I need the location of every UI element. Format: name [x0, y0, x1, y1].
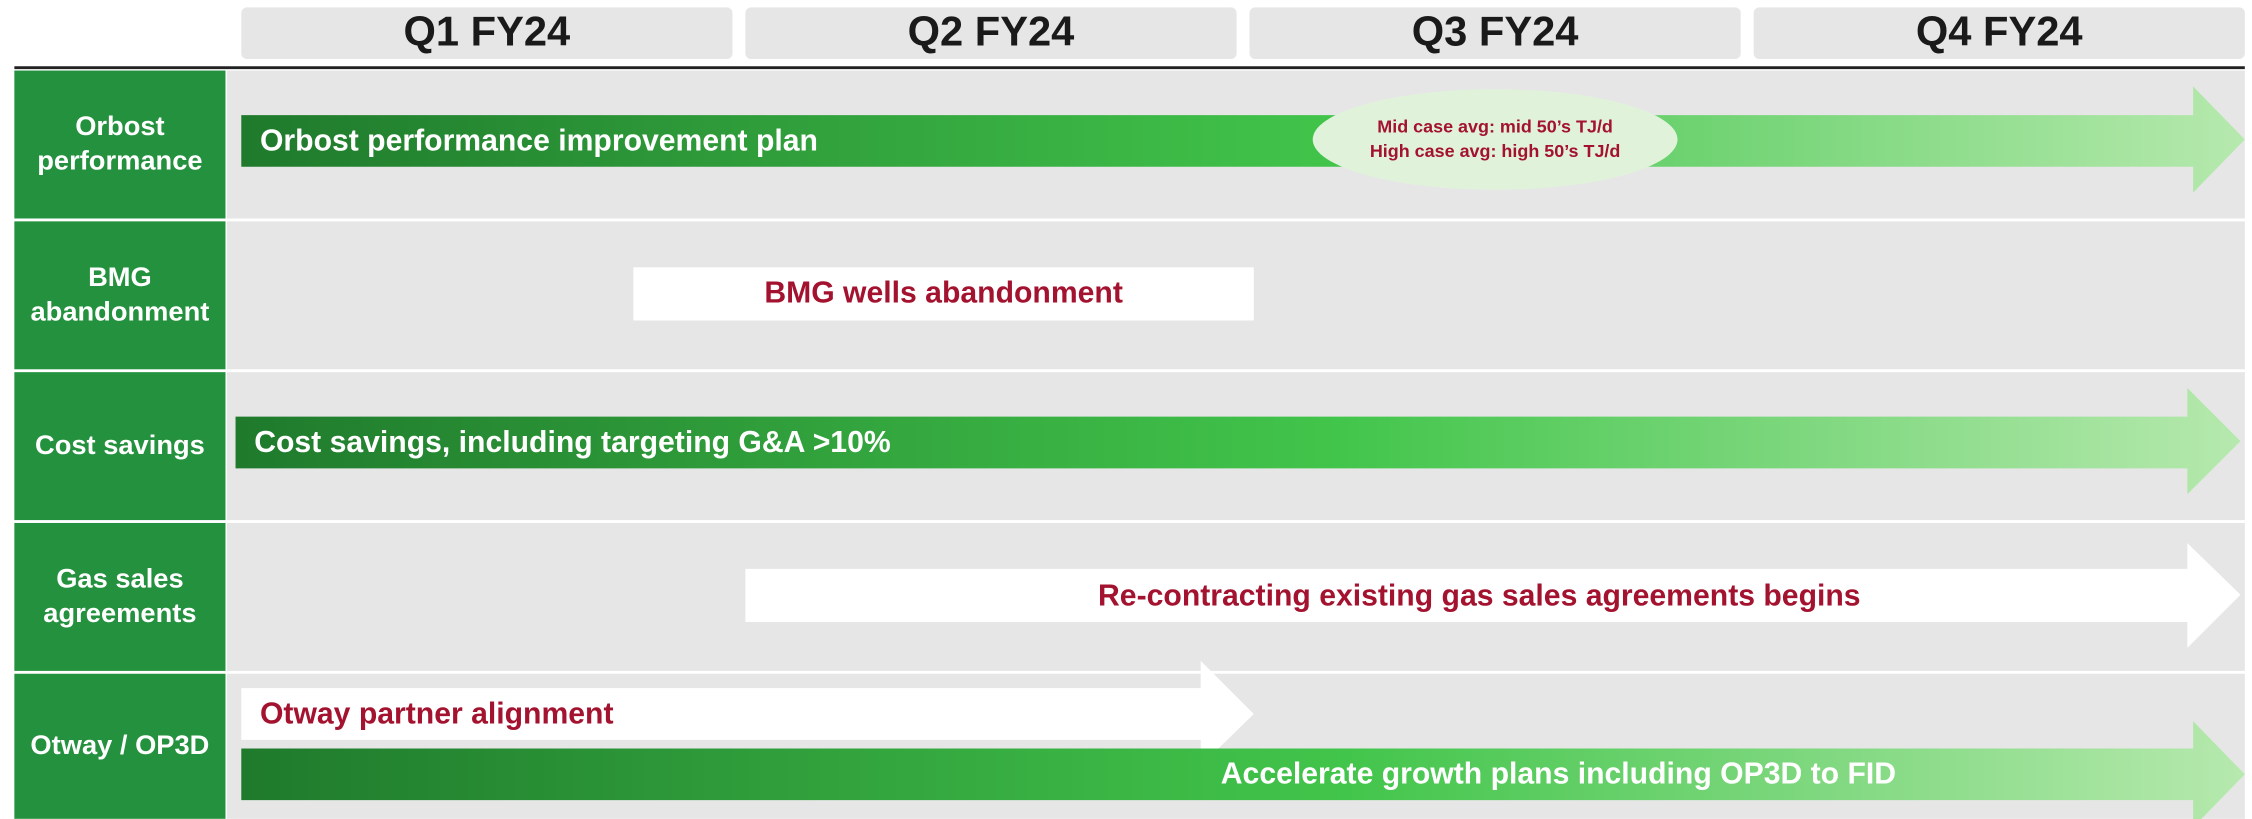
row-label-box — [14, 372, 226, 521]
row-label: BMG abandonment — [30, 262, 210, 327]
bar-text: Accelerate growth plans including OP3D t… — [1221, 758, 1896, 791]
arrow — [241, 86, 2245, 193]
row-label: Cost savings — [34, 430, 205, 461]
quarter-box — [1753, 7, 2245, 60]
quarter-box — [745, 7, 1237, 60]
row-label-text: Otway / OP3D — [30, 730, 210, 761]
quarter-box — [1249, 7, 1741, 60]
bar-text: Cost savings, including targeting G&A >1… — [254, 426, 891, 459]
arrow — [745, 543, 2241, 648]
quarter-label: Q2 FY24 — [908, 8, 1075, 55]
bar — [633, 267, 1254, 321]
row-label-text: Cost savings — [34, 430, 205, 461]
row-label-box — [14, 70, 226, 219]
annotation-bubble — [1312, 89, 1678, 190]
bar-text: Orbost performance improvement plan — [260, 124, 818, 157]
row-label: Gas sales agreements — [43, 563, 197, 629]
arrow — [235, 387, 2241, 495]
bar-text: Otway partner alignment — [260, 697, 614, 730]
annotation: High case avg: high 50’s TJ/d — [1370, 141, 1621, 161]
row-label: Otway / OP3D — [30, 730, 210, 761]
row-label-text: Orbost performance — [37, 111, 203, 177]
row-label-text: Gas sales agreements — [43, 563, 197, 629]
bar-text: BMG wells abandonment — [764, 277, 1123, 310]
quarter-box — [241, 7, 733, 60]
arrow — [241, 660, 1254, 766]
row-label-box — [14, 522, 226, 671]
row-label-box — [14, 673, 226, 819]
quarter-label: Q4 FY24 — [1916, 8, 2083, 55]
arrow — [241, 721, 2245, 819]
annotation: Mid case avg: mid 50’s TJ/d — [1377, 117, 1613, 137]
row-label-box — [14, 221, 226, 370]
bar-text: Re-contracting existing gas sales agreem… — [1098, 580, 1861, 613]
row-label: Orbost performance — [37, 111, 203, 177]
quarter-label: Q1 FY24 — [404, 8, 571, 55]
quarter-label: Q3 FY24 — [1412, 8, 1579, 55]
row-label-text: BMG abandonment — [30, 262, 210, 327]
